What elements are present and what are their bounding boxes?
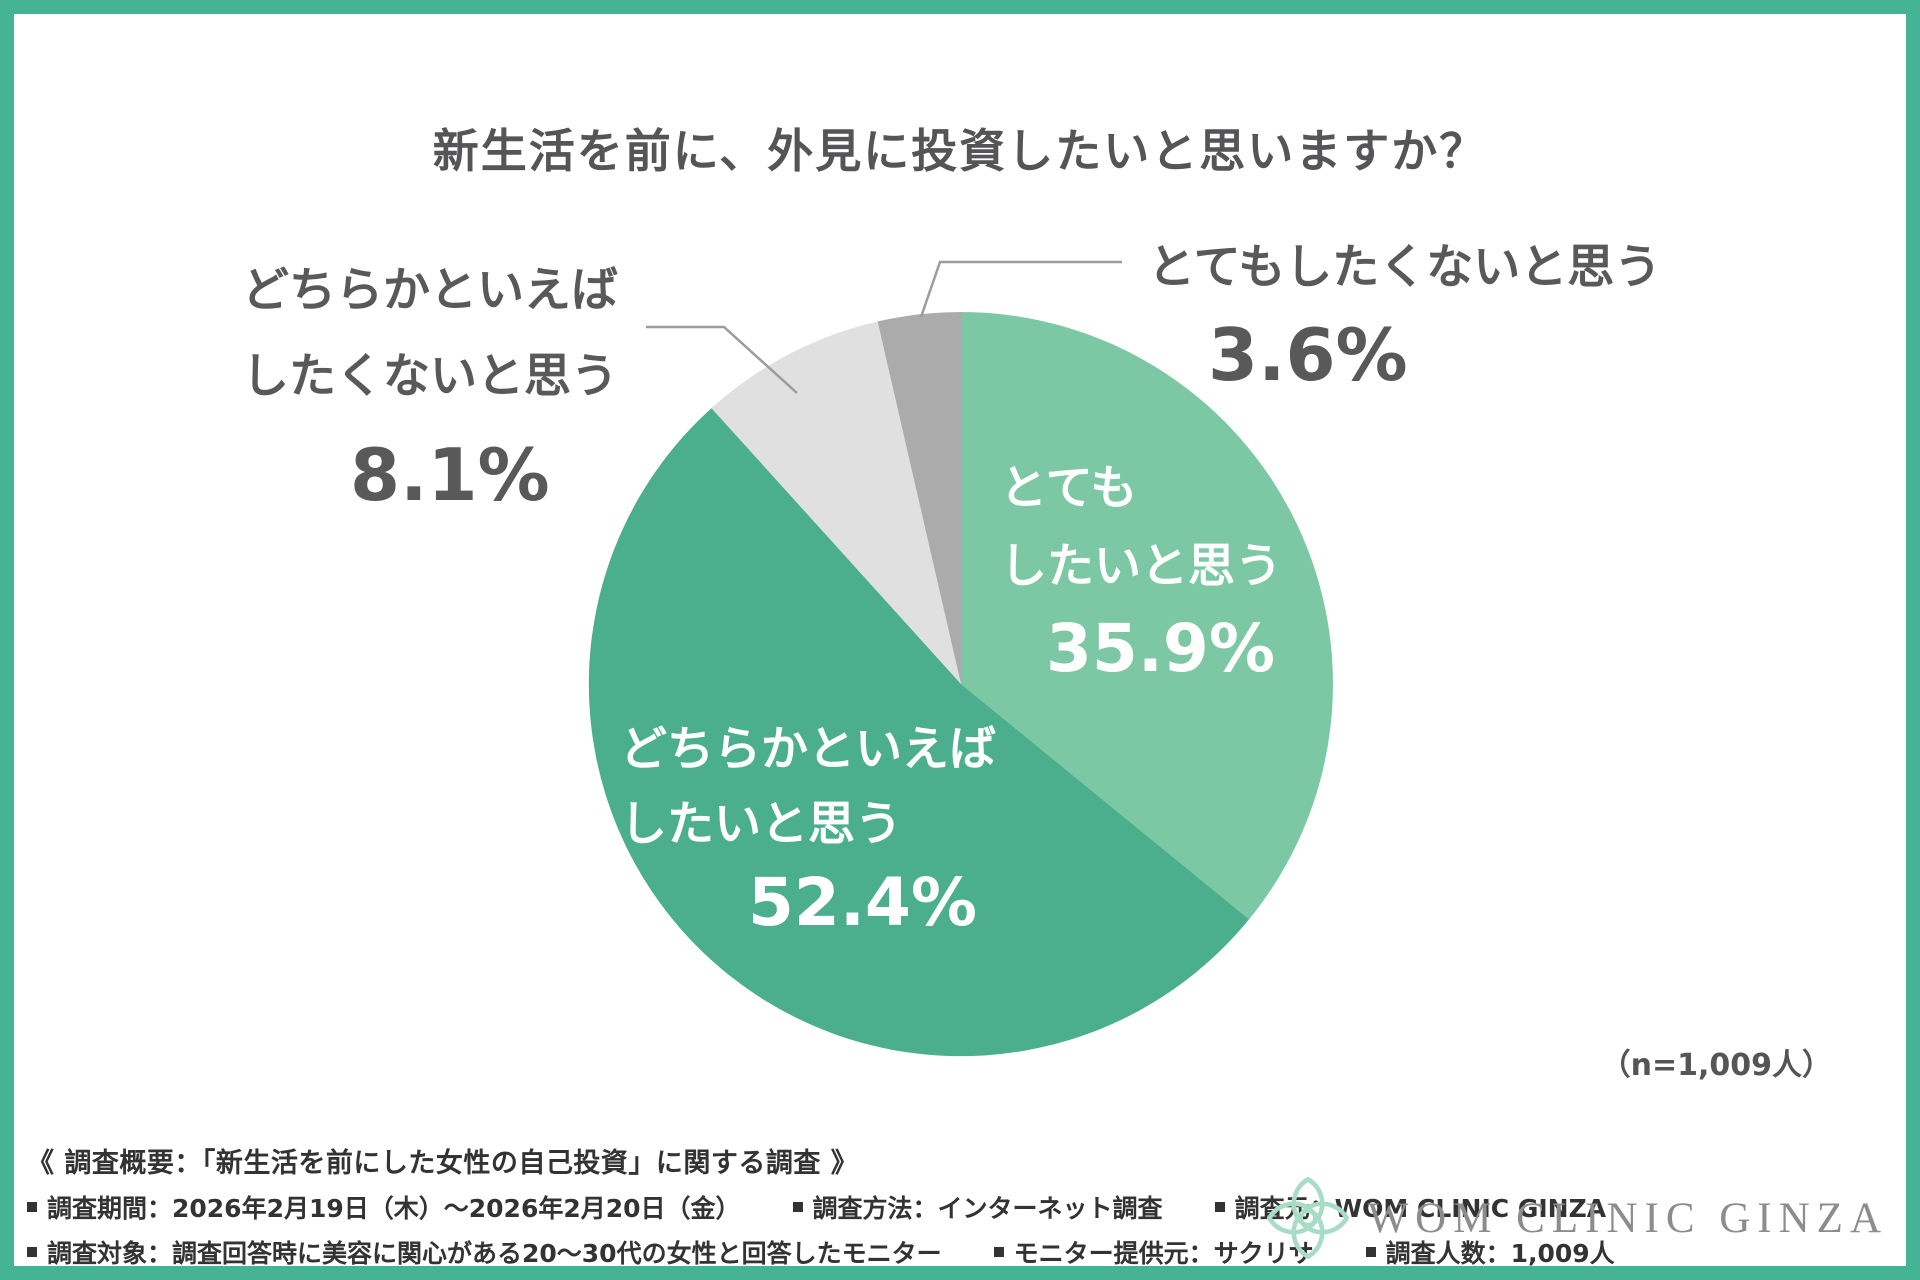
survey-overview: 《 調査概要：「新生活を前にした女性の自己投資」に関する調査 》 調査期間：20… [27, 1141, 1615, 1270]
survey-count: 調査人数：1,009人 [1365, 1234, 1615, 1270]
monitor-provider: モニター提供元：サクリサ [993, 1234, 1314, 1270]
pie-slice-2 [711, 321, 961, 684]
brand-logo-text: WOM CLINIC GINZA [1367, 1194, 1888, 1242]
survey-overview-row1: 調査期間：2026年2月19日（木）〜2026年2月20日（金） 調査方法：イン… [27, 1189, 1615, 1225]
label-rather-willing-pct: 52.4% [748, 864, 977, 942]
label-very-unwilling: とてもしたくないと思う 3.6% [1148, 228, 1661, 397]
sample-size-note: （n=1,009人） [1600, 1048, 1832, 1083]
pie-slice-3 [877, 312, 961, 684]
label-rather-willing-line2: したいと思う [620, 797, 902, 853]
label-very-willing-line2: したいと思う [1000, 539, 1282, 595]
leader-line-very-unwilling [919, 260, 1122, 318]
label-rather-willing: どちらかといえば したいと思う 52.4% [620, 712, 996, 941]
survey-target: 調査対象：調査回答時に美容に関心がある20〜30代の女性と回答したモニター [27, 1234, 942, 1270]
label-rather-unwilling-line1: どちらかといえば [242, 263, 618, 318]
brand-logo: WOM CLINIC GINZA [1262, 1172, 1888, 1264]
label-rather-willing-line1: どちらかといえば [620, 722, 996, 777]
pie-slice-1 [588, 408, 1250, 1057]
square-bullet-icon [1365, 1247, 1376, 1257]
square-bullet-icon [1214, 1202, 1225, 1212]
pie-slices [588, 312, 1333, 1057]
label-very-unwilling-line1: とてもしたくないと思う [1148, 240, 1662, 295]
label-rather-unwilling-line2: したくないと思う [242, 348, 618, 404]
survey-method-text: 調査方法：インターネット調査 [812, 1194, 1163, 1223]
chart-title: 新生活を前に、外見に投資したいと思いますか？ [432, 123, 1488, 178]
monitor-provider-text: モニター提供元：サクリサ [1013, 1239, 1314, 1268]
label-very-willing-pct: 35.9% [1046, 610, 1275, 688]
label-very-willing-line1: とても [1000, 461, 1138, 516]
pie-slice-0 [961, 312, 1333, 920]
leader-line-rather-unwilling [646, 325, 798, 394]
survey-method: 調査方法：インターネット調査 [792, 1189, 1163, 1225]
label-very-willing: とても したいと思う 35.9% [1000, 450, 1282, 687]
label-rather-unwilling-pct: 8.1% [350, 433, 550, 518]
square-bullet-icon [27, 1247, 37, 1257]
quatrefoil-flower-icon [1266, 1176, 1349, 1260]
label-very-unwilling-pct: 3.6% [1208, 313, 1408, 397]
survey-target-text: 調査対象：調査回答時に美容に関心がある20〜30代の女性と回答したモニター [47, 1239, 942, 1268]
survey-count-text: 調査人数：1,009人 [1385, 1239, 1615, 1268]
survey-period: 調査期間：2026年2月19日（木）〜2026年2月20日（金） [27, 1189, 741, 1225]
survey-overview-heading: 《 調査概要：「新生活を前にした女性の自己投資」に関する調査 》 [27, 1148, 859, 1179]
label-rather-unwilling: どちらかといえば したくないと思う 8.1% [242, 248, 618, 517]
square-bullet-icon [27, 1202, 37, 1212]
survey-period-text: 調査期間：2026年2月19日（木）〜2026年2月20日（金） [47, 1194, 741, 1223]
square-bullet-icon [792, 1202, 803, 1212]
square-bullet-icon [993, 1247, 1004, 1257]
survey-overview-row2: 調査対象：調査回答時に美容に関心がある20〜30代の女性と回答したモニター モニ… [27, 1234, 1615, 1270]
